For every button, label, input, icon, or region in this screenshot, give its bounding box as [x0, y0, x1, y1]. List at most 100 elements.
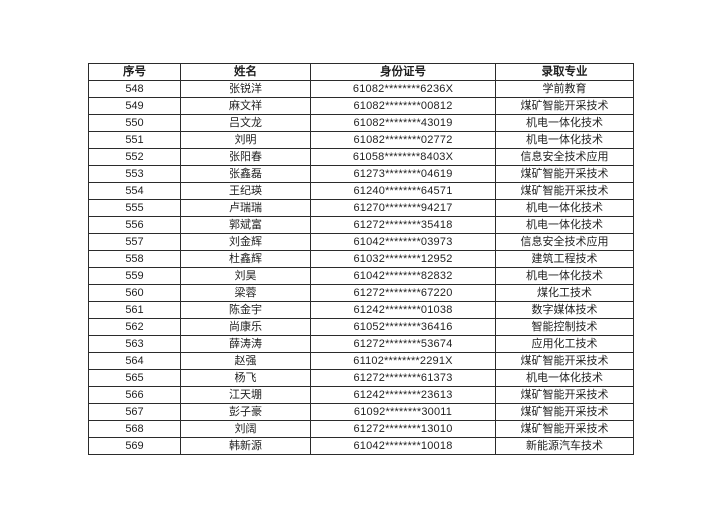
table-row: 563 薛涛涛 61272********53674 应用化工技术 [88, 335, 634, 353]
table-row: 551 刘明 61082********02772 机电一体化技术 [88, 131, 634, 149]
cell-id-number: 61273********04619 [310, 165, 496, 183]
cell-major: 煤矿智能开采技术 [495, 97, 634, 115]
cell-name: 郭斌富 [180, 216, 311, 234]
cell-name: 张鑫磊 [180, 165, 311, 183]
cell-serial: 553 [88, 165, 181, 183]
cell-name: 彭子豪 [180, 403, 311, 421]
cell-major: 煤矿智能开采技术 [495, 352, 634, 370]
table-row: 566 江天堋 61242********23613 煤矿智能开采技术 [88, 386, 634, 404]
cell-id-number: 61082********00812 [310, 97, 496, 115]
cell-major: 信息安全技术应用 [495, 148, 634, 166]
cell-major: 机电一体化技术 [495, 114, 634, 132]
cell-name: 尚康乐 [180, 318, 311, 336]
cell-serial: 554 [88, 182, 181, 200]
cell-serial: 561 [88, 301, 181, 319]
cell-name: 韩新源 [180, 437, 311, 455]
table-row: 561 陈金宇 61242********01038 数字媒体技术 [88, 301, 634, 319]
cell-major: 机电一体化技术 [495, 267, 634, 285]
cell-name: 张阳春 [180, 148, 311, 166]
cell-id-number: 61242********01038 [310, 301, 496, 319]
cell-serial: 563 [88, 335, 181, 353]
cell-id-number: 61032********12952 [310, 250, 496, 268]
cell-major: 煤矿智能开采技术 [495, 403, 634, 421]
column-header-major: 录取专业 [495, 63, 634, 81]
cell-name: 刘金辉 [180, 233, 311, 251]
cell-name: 薛涛涛 [180, 335, 311, 353]
cell-major: 机电一体化技术 [495, 199, 634, 217]
cell-id-number: 61042********03973 [310, 233, 496, 251]
cell-id-number: 61042********10018 [310, 437, 496, 455]
table-row: 559 刘昊 61042********82832 机电一体化技术 [88, 267, 634, 285]
cell-major: 学前教育 [495, 80, 634, 98]
cell-id-number: 61058********8403X [310, 148, 496, 166]
cell-name: 杜鑫辉 [180, 250, 311, 268]
cell-serial: 551 [88, 131, 181, 149]
cell-major: 数字媒体技术 [495, 301, 634, 319]
cell-name: 卢瑞瑞 [180, 199, 311, 217]
table-row: 552 张阳春 61058********8403X 信息安全技术应用 [88, 148, 634, 166]
cell-name: 赵强 [180, 352, 311, 370]
cell-id-number: 61270********94217 [310, 199, 496, 217]
cell-id-number: 61052********36416 [310, 318, 496, 336]
cell-major: 机电一体化技术 [495, 369, 634, 387]
cell-name: 刘昊 [180, 267, 311, 285]
table-row: 557 刘金辉 61042********03973 信息安全技术应用 [88, 233, 634, 251]
cell-serial: 569 [88, 437, 181, 455]
table-row: 554 王纪瑛 61240********64571 煤矿智能开采技术 [88, 182, 634, 200]
cell-serial: 567 [88, 403, 181, 421]
cell-name: 吕文龙 [180, 114, 311, 132]
cell-major: 煤矿智能开采技术 [495, 165, 634, 183]
cell-major: 新能源汽车技术 [495, 437, 634, 455]
cell-serial: 559 [88, 267, 181, 285]
cell-major: 煤矿智能开采技术 [495, 182, 634, 200]
cell-id-number: 61272********53674 [310, 335, 496, 353]
cell-id-number: 61240********64571 [310, 182, 496, 200]
cell-major: 智能控制技术 [495, 318, 634, 336]
cell-serial: 560 [88, 284, 181, 302]
cell-id-number: 61102********2291X [310, 352, 496, 370]
cell-name: 麻文祥 [180, 97, 311, 115]
table-header-row: 序号 姓名 身份证号 录取专业 [88, 63, 634, 81]
cell-serial: 555 [88, 199, 181, 217]
cell-major: 应用化工技术 [495, 335, 634, 353]
cell-name: 梁蓉 [180, 284, 311, 302]
cell-serial: 550 [88, 114, 181, 132]
table-row: 555 卢瑞瑞 61270********94217 机电一体化技术 [88, 199, 634, 217]
cell-major: 机电一体化技术 [495, 216, 634, 234]
cell-serial: 565 [88, 369, 181, 387]
table-row: 567 彭子豪 61092********30011 煤矿智能开采技术 [88, 403, 634, 421]
cell-major: 煤矿智能开采技术 [495, 420, 634, 438]
cell-major: 建筑工程技术 [495, 250, 634, 268]
table-row: 549 麻文祥 61082********00812 煤矿智能开采技术 [88, 97, 634, 115]
table-body: 548 张锐洋 61082********6236X 学前教育 549 麻文祥 61082*… [88, 80, 634, 455]
table-row: 550 吕文龙 61082********43019 机电一体化技术 [88, 114, 634, 132]
cell-id-number: 61272********61373 [310, 369, 496, 387]
table-row: 560 梁蓉 61272********67220 煤化工技术 [88, 284, 634, 302]
table-row: 553 张鑫磊 61273********04619 煤矿智能开采技术 [88, 165, 634, 183]
column-header-serial: 序号 [88, 63, 181, 81]
cell-id-number: 61082********43019 [310, 114, 496, 132]
cell-major: 信息安全技术应用 [495, 233, 634, 251]
cell-name: 陈金宇 [180, 301, 311, 319]
cell-name: 张锐洋 [180, 80, 311, 98]
cell-major: 机电一体化技术 [495, 131, 634, 149]
table-row: 556 郭斌富 61272********35418 机电一体化技术 [88, 216, 634, 234]
cell-name: 刘阔 [180, 420, 311, 438]
table-row: 558 杜鑫辉 61032********12952 建筑工程技术 [88, 250, 634, 268]
cell-serial: 564 [88, 352, 181, 370]
cell-serial: 562 [88, 318, 181, 336]
cell-id-number: 61272********35418 [310, 216, 496, 234]
cell-serial: 558 [88, 250, 181, 268]
cell-id-number: 61082********6236X [310, 80, 496, 98]
column-header-name: 姓名 [180, 63, 311, 81]
cell-serial: 557 [88, 233, 181, 251]
cell-serial: 556 [88, 216, 181, 234]
cell-serial: 552 [88, 148, 181, 166]
cell-id-number: 61082********02772 [310, 131, 496, 149]
cell-serial: 548 [88, 80, 181, 98]
table-row: 565 杨飞 61272********61373 机电一体化技术 [88, 369, 634, 387]
table-row: 562 尚康乐 61052********36416 智能控制技术 [88, 318, 634, 336]
cell-name: 江天堋 [180, 386, 311, 404]
table-row: 568 刘阔 61272********13010 煤矿智能开采技术 [88, 420, 634, 438]
